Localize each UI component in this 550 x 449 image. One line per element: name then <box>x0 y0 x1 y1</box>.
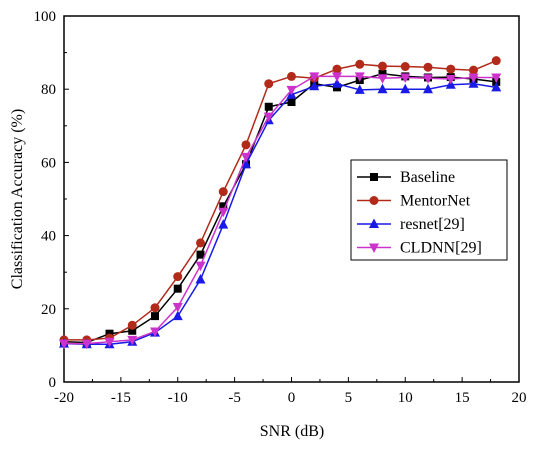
data-point-cldnn-29 <box>445 74 456 85</box>
data-point-resnet-29 <box>309 80 320 91</box>
data-point-cldnn-29 <box>468 73 479 83</box>
data-point-resnet-29 <box>491 81 502 92</box>
series-cldnn-29 <box>59 72 502 350</box>
data-point-cldnn-29 <box>332 72 342 82</box>
data-point-mentornet <box>469 65 478 75</box>
x-tick-label: 15 <box>455 390 470 406</box>
data-point-cldnn-29 <box>150 327 160 337</box>
y-tick-label: 60 <box>41 155 56 171</box>
data-point-cldnn-29 <box>81 339 92 350</box>
data-point-resnet-29 <box>423 83 433 94</box>
data-point-mentornet <box>196 238 205 248</box>
data-point-baseline <box>196 250 205 259</box>
x-tick-label: 20 <box>512 390 527 406</box>
data-point-mentornet <box>332 64 342 74</box>
legend-entry-resnet-29: resnet[29] <box>357 216 465 233</box>
y-tick-label: 40 <box>41 229 56 245</box>
y-tick-label: 100 <box>34 9 57 25</box>
data-point-cldnn-29 <box>354 72 365 82</box>
data-point-mentornet <box>378 61 387 71</box>
x-tick-label: -10 <box>168 390 188 406</box>
data-point-cldnn-29 <box>309 72 320 82</box>
legend-label: MentorNet <box>400 193 471 210</box>
data-point-cldnn-29 <box>59 339 69 350</box>
data-point-baseline <box>173 284 182 293</box>
y-tick-label: 80 <box>41 82 56 98</box>
data-point-cldnn-29 <box>104 337 115 348</box>
legend-label: Baseline <box>400 169 455 186</box>
data-point-cldnn-29 <box>172 302 183 313</box>
data-point-cldnn-29 <box>195 261 206 272</box>
data-point-resnet-29 <box>332 78 342 88</box>
data-point-resnet-29 <box>354 84 365 94</box>
x-tick-label: -5 <box>228 390 241 406</box>
x-tick-label: 5 <box>345 390 353 406</box>
data-point-cldnn-29 <box>491 73 502 83</box>
data-point-resnet-29 <box>377 83 388 94</box>
axis-ticks: -20 -15 -10 -5 0 5 10 15 20 0 20 40 60 80 100 <box>34 9 527 406</box>
x-tick-label: -20 <box>54 390 74 406</box>
data-point-mentornet <box>400 62 410 72</box>
data-point-mentornet <box>218 187 228 197</box>
y-tick-label: 0 <box>49 375 57 391</box>
data-point-mentornet <box>150 303 160 313</box>
data-point-cldnn-29 <box>263 112 274 123</box>
series-line-cldnn-29 <box>64 75 497 345</box>
data-point-baseline <box>287 98 296 107</box>
data-point-resnet-29 <box>241 158 251 169</box>
data-point-mentornet <box>127 320 137 330</box>
data-point-baseline <box>128 326 137 335</box>
series-line-resnet-29 <box>63 82 497 346</box>
legend-entry-mentornet: MentorNet <box>357 193 471 210</box>
data-point-cldnn-29 <box>218 207 229 218</box>
data-point-baseline <box>151 312 159 321</box>
data-point-mentornet <box>446 64 456 74</box>
data-point-mentornet <box>287 71 296 81</box>
data-point-baseline <box>378 69 387 78</box>
legend-label: CLDNN[29] <box>400 240 482 257</box>
data-point-cldnn-29 <box>400 73 411 83</box>
legend-marker <box>370 173 378 181</box>
y-tick-label: 20 <box>41 302 56 318</box>
data-point-mentornet <box>423 62 433 72</box>
x-tick-label: 0 <box>288 390 296 406</box>
data-point-resnet-29 <box>172 310 183 321</box>
data-point-resnet-29 <box>400 83 411 94</box>
legend-marker <box>369 196 379 205</box>
data-point-resnet-29 <box>195 274 206 284</box>
legend-label: resnet[29] <box>400 216 465 233</box>
data-point-cldnn-29 <box>286 85 297 96</box>
data-point-resnet-29 <box>218 219 229 229</box>
y-axis-title: Classification Accuracy (%) <box>9 109 26 289</box>
data-point-cldnn-29 <box>423 74 433 84</box>
legend-marker <box>369 243 379 253</box>
data-point-mentornet <box>355 59 365 69</box>
data-point-mentornet <box>491 56 501 66</box>
data-point-baseline <box>264 102 273 111</box>
legend: Baseline MentorNet resnet[29] CLDNN[29] <box>350 159 508 261</box>
data-point-cldnn-29 <box>127 335 138 346</box>
data-point-mentornet <box>173 272 183 282</box>
data-point-baseline <box>219 202 228 211</box>
data-point-cldnn-29 <box>241 152 251 163</box>
data-point-cldnn-29 <box>377 74 388 84</box>
legend-entry-baseline: Baseline <box>357 169 455 186</box>
legend-entry-cldnn-29: CLDNN[29] <box>357 240 482 257</box>
data-point-mentornet <box>241 140 251 150</box>
x-tick-label: 10 <box>398 390 413 406</box>
legend-marker <box>369 218 379 228</box>
x-axis-title: SNR (dB) <box>260 423 324 440</box>
data-point-mentornet <box>264 79 274 89</box>
x-tick-label: -15 <box>111 390 131 406</box>
series-layer <box>59 56 502 350</box>
